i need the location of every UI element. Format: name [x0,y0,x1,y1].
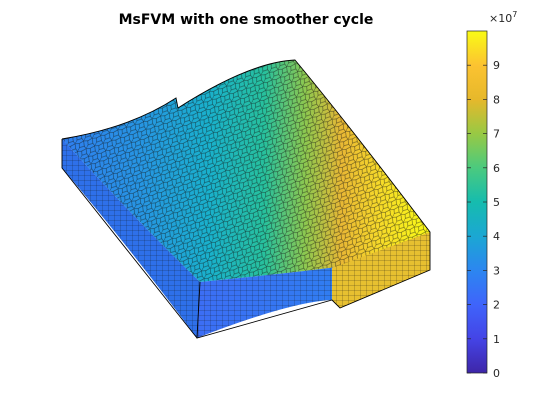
colorbar-tick-label: 2 [493,299,500,312]
colorbar-tick-label: 6 [493,162,500,175]
colorbar-tick-label: 1 [493,333,500,346]
colorbar-tick-label: 0 [493,367,500,380]
colorbar-tick-label: 8 [493,93,500,106]
colorbar-tick-label: 9 [493,59,500,72]
colorbar-ticks: 0 1 2 3 4 5 6 7 8 9 [467,59,500,380]
colorbar-tick-label: 7 [493,128,500,141]
plot-title: MsFVM with one smoother cycle [119,12,374,28]
colorbar: ×107 0 1 2 3 4 5 6 7 8 9 [466,10,517,380]
reservoir-grid [61,59,431,339]
colorbar-tick-label: 3 [493,264,500,277]
colorbar-tick-label: 5 [493,196,500,209]
colorbar-exponent: ×107 [489,10,517,25]
colorbar-tick-label: 4 [493,230,500,243]
